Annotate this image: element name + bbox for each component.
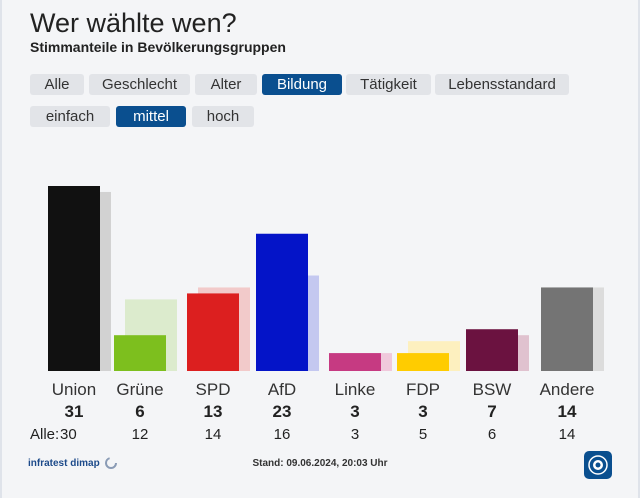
tab-alle[interactable]: Alle — [30, 74, 84, 95]
bar-1[interactable] — [114, 335, 166, 371]
tab-geschlecht[interactable]: Geschlecht — [89, 74, 190, 95]
alle-prefix: Alle: — [30, 426, 59, 443]
alle-value: 30 — [60, 426, 77, 443]
alle-value: 3 — [351, 426, 359, 443]
party-label: Linke — [335, 380, 376, 399]
party-label: Union — [52, 380, 96, 399]
share-value: 7 — [487, 402, 496, 421]
tab-lebensstandard[interactable]: Lebensstandard — [435, 74, 569, 95]
timestamp: Stand: 09.06.2024, 20:03 Uhr — [252, 458, 388, 469]
share-value: 13 — [204, 402, 223, 421]
alle-value: 12 — [132, 426, 149, 443]
page-subtitle: Stimmanteile in Bevölkerungsgruppen — [30, 39, 286, 55]
page-title: Wer wählte wen? — [30, 8, 237, 38]
bar-6[interactable] — [466, 329, 518, 371]
bar-2[interactable] — [187, 293, 239, 371]
share-value: 23 — [273, 402, 292, 421]
tab-taetigkeit[interactable]: Tätigkeit — [346, 74, 431, 95]
tab-alter[interactable]: Alter — [195, 74, 257, 95]
party-label: Andere — [540, 380, 595, 399]
share-value: 14 — [558, 402, 577, 421]
bar-chart: Union 31 30 Grüne 6 12 SPD 13 14 AfD 23 16 Linke 3 3 FD… — [30, 186, 604, 443]
bar-7[interactable] — [541, 287, 593, 371]
alle-value: 14 — [559, 426, 576, 443]
share-value: 3 — [418, 402, 427, 421]
source-label: infratest dimap — [28, 457, 100, 469]
party-label: FDP — [406, 380, 440, 399]
party-label: SPD — [196, 380, 231, 399]
share-value: 6 — [135, 402, 144, 421]
bar-5[interactable] — [397, 353, 449, 371]
tab-bildung[interactable]: Bildung — [262, 74, 342, 95]
subtab-einfach[interactable]: einfach — [30, 106, 110, 127]
bar-3[interactable] — [256, 233, 308, 371]
share-value: 3 — [350, 402, 359, 421]
tagesschau-logo-icon[interactable] — [584, 451, 612, 479]
alle-value: 14 — [205, 426, 222, 443]
bar-0[interactable] — [48, 186, 100, 371]
alle-value: 6 — [488, 426, 496, 443]
bar-4[interactable] — [329, 353, 381, 371]
alle-value: 16 — [274, 426, 291, 443]
source-credit: infratest dimap — [28, 456, 118, 470]
infratest-ring-icon — [104, 457, 117, 469]
party-label: Grüne — [116, 380, 163, 399]
subtab-mittel[interactable]: mittel — [116, 106, 186, 127]
party-label: AfD — [268, 380, 296, 399]
party-label: BSW — [473, 380, 512, 399]
share-value: 31 — [65, 402, 84, 421]
alle-value: 5 — [419, 426, 427, 443]
subtab-hoch[interactable]: hoch — [192, 106, 254, 127]
